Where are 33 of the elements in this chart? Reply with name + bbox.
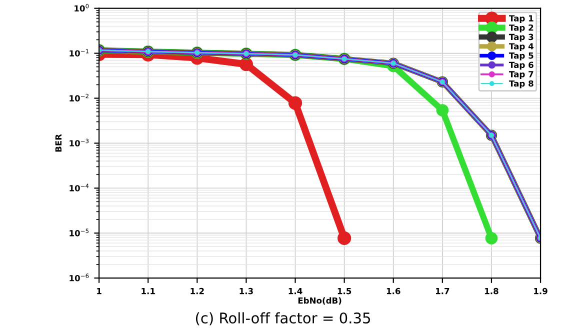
x-tick-label: 1.3 [240, 288, 253, 294]
legend-label: Tap 3 [509, 34, 534, 42]
x-tick-label: 1.7 [436, 288, 450, 294]
point [239, 57, 254, 72]
point [288, 96, 302, 110]
y-tick-label: 10$^{−6}$ [70, 274, 89, 282]
y-tick-label: 10$^{−3}$ [70, 138, 89, 146]
point [338, 231, 352, 246]
legend-label: Tap 1 [509, 15, 534, 24]
legend-label: Tap 6 [509, 62, 534, 70]
x-axis-title: EbNo(dB) [298, 297, 342, 305]
x-tick-label: 1 [97, 288, 102, 294]
x-tick-label: 1.2 [190, 288, 204, 294]
point [436, 104, 449, 116]
legend-label: Tap 5 [509, 52, 534, 60]
legend-label: Tap 2 [509, 24, 534, 32]
x-tick-label: 1.1 [142, 288, 155, 294]
y-tick-label: 10$^{−1}$ [70, 48, 88, 57]
point [485, 232, 498, 244]
legend-label: Tap 8 [509, 80, 534, 88]
text: (c) Roll-off factor = 0.35 [196, 312, 370, 326]
x-tick-label: 1.5 [338, 288, 352, 294]
x-tick-label: 1.8 [485, 288, 498, 294]
x-tick-label: 1.9 [534, 288, 548, 294]
y-tick-label: 10$^{−5}$ [70, 228, 89, 236]
y-axis-title: BER [55, 134, 62, 152]
legend-label: Tap 7 [509, 71, 534, 79]
y-tick-label: 10$^{−2}$ [70, 94, 88, 102]
y-tick-label: 10$^{−4}$ [70, 184, 89, 192]
x-tick-label: 1.6 [386, 288, 400, 294]
legend-label: Tap 4 [509, 43, 534, 51]
y-tick-label: 10$^{0}$ [74, 4, 89, 12]
x-tick-label: 1.4 [288, 288, 302, 294]
